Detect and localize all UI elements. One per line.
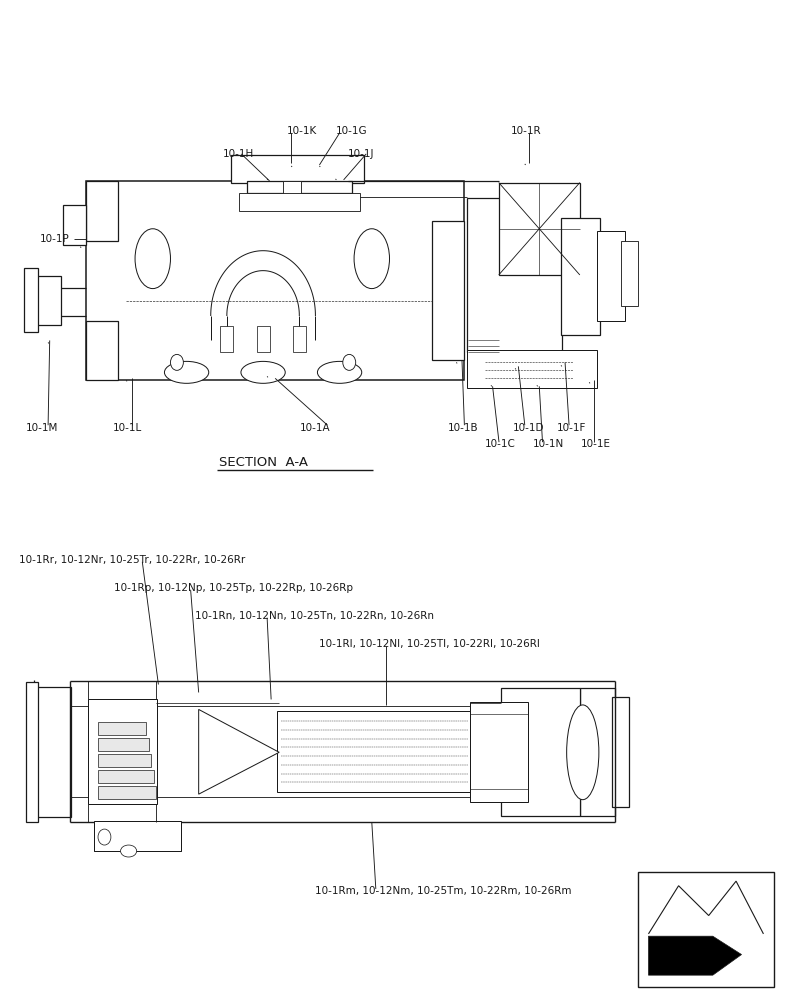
Bar — [597, 231, 625, 320]
Ellipse shape — [354, 229, 389, 289]
Text: 10-1B: 10-1B — [448, 423, 479, 433]
Bar — [501, 688, 579, 816]
Text: 10-1M: 10-1M — [26, 423, 58, 433]
Text: SECTION  A-A: SECTION A-A — [219, 456, 308, 469]
Text: 10-1R: 10-1R — [511, 126, 541, 136]
Text: 10-1J: 10-1J — [347, 149, 374, 159]
Ellipse shape — [165, 361, 208, 383]
Bar — [88, 699, 157, 804]
Bar — [86, 181, 118, 241]
Bar — [284, 181, 301, 195]
Text: 10-1H: 10-1H — [223, 149, 254, 159]
Bar — [432, 221, 465, 360]
Text: 10-1K: 10-1K — [287, 126, 318, 136]
Ellipse shape — [98, 829, 111, 845]
Bar — [247, 181, 351, 193]
Bar — [467, 198, 562, 352]
Ellipse shape — [170, 354, 183, 370]
Bar — [467, 350, 597, 388]
Bar — [34, 687, 70, 817]
Text: 10-1F: 10-1F — [557, 423, 587, 433]
Polygon shape — [199, 709, 280, 794]
Bar — [470, 702, 528, 802]
Text: 10-1L: 10-1L — [112, 423, 141, 433]
Text: 10-1Rp, 10-12Np, 10-25Tp, 10-22Rp, 10-26Rp: 10-1Rp, 10-12Np, 10-25Tp, 10-22Rp, 10-26… — [114, 583, 353, 593]
Ellipse shape — [318, 361, 362, 383]
Ellipse shape — [135, 229, 170, 289]
Bar — [499, 183, 579, 275]
Bar — [231, 155, 364, 183]
Text: 10-1N: 10-1N — [532, 439, 564, 449]
Ellipse shape — [120, 845, 137, 857]
Bar — [239, 193, 360, 211]
Ellipse shape — [343, 354, 356, 370]
Bar — [98, 786, 156, 799]
Text: 10-1P: 10-1P — [40, 234, 69, 244]
Bar — [561, 218, 600, 335]
Bar — [98, 770, 154, 783]
Bar — [94, 821, 181, 851]
Bar — [638, 872, 774, 987]
Text: 10-1E: 10-1E — [581, 439, 611, 449]
Text: 10-1Rl, 10-12Nl, 10-25Tl, 10-22Rl, 10-26Rl: 10-1Rl, 10-12Nl, 10-25Tl, 10-22Rl, 10-26… — [319, 639, 541, 649]
Text: 10-1A: 10-1A — [299, 423, 330, 433]
Text: 10-1G: 10-1G — [335, 126, 367, 136]
Bar — [98, 722, 146, 735]
Text: 10-1Rm, 10-12Nm, 10-25Tm, 10-22Rm, 10-26Rm: 10-1Rm, 10-12Nm, 10-25Tm, 10-22Rm, 10-26… — [315, 886, 572, 896]
Bar — [621, 241, 638, 306]
Bar — [86, 181, 465, 380]
Bar — [579, 688, 615, 816]
Bar — [24, 268, 39, 332]
Text: 10-1Rr, 10-12Nr, 10-25Tr, 10-22Rr, 10-26Rr: 10-1Rr, 10-12Nr, 10-25Tr, 10-22Rr, 10-26… — [19, 555, 246, 565]
Bar — [612, 697, 629, 807]
Text: 10-1D: 10-1D — [513, 423, 545, 433]
Text: 10-1C: 10-1C — [485, 439, 516, 449]
Polygon shape — [649, 936, 742, 975]
Bar — [257, 326, 270, 352]
Ellipse shape — [566, 705, 599, 800]
Bar — [221, 326, 234, 352]
Bar — [26, 682, 39, 822]
Bar — [292, 326, 305, 352]
Bar — [98, 754, 151, 767]
Bar — [32, 276, 61, 325]
Text: 10-1Rn, 10-12Nn, 10-25Tn, 10-22Rn, 10-26Rn: 10-1Rn, 10-12Nn, 10-25Tn, 10-22Rn, 10-26… — [195, 611, 434, 621]
Bar — [86, 321, 118, 380]
Bar — [63, 205, 86, 245]
Ellipse shape — [241, 361, 285, 383]
Bar — [277, 711, 473, 792]
Bar — [98, 738, 149, 751]
